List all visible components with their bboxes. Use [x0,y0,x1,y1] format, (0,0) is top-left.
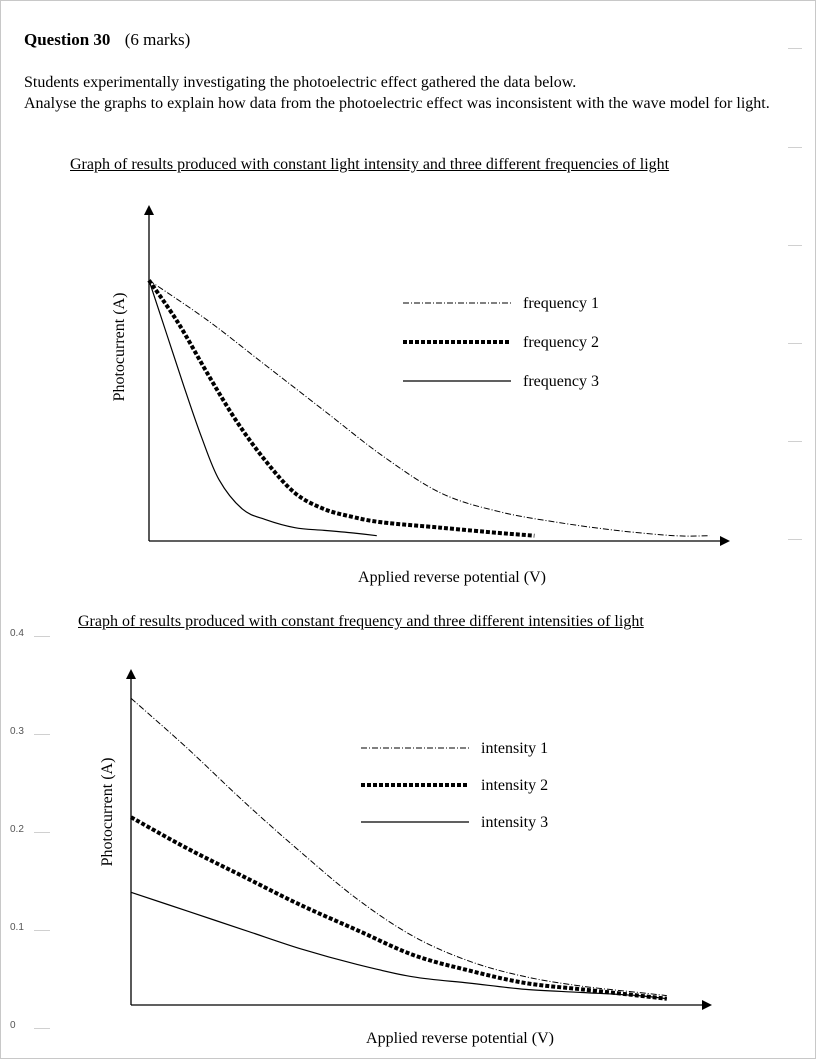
side-scale-label: 0.3 [10,726,24,737]
y-axis-arrow [144,205,154,215]
margin-tick [788,539,802,540]
x-axis-arrow [720,536,730,546]
side-scale-tick [34,930,50,931]
margin-tick [788,48,802,49]
chart-1-title: Graph of results produced with constant … [70,156,670,173]
intro-line-1: Students experimentally investigating th… [24,74,577,91]
chart-2: Photocurrent (A) Applied reverse potentia… [99,669,712,1047]
series-line-1 [130,697,667,997]
side-scale-tick [34,1028,50,1029]
legend-label-1: intensity 1 [481,740,548,757]
side-scale-label: 0.4 [10,628,24,639]
series-line-2 [130,815,668,1001]
x-axis-label: Applied reverse potential (V) [358,569,546,586]
margin-tick [788,343,802,344]
y-axis-label: Photocurrent (A) [111,293,128,402]
series-line-3 [148,280,377,537]
side-scale-tick [34,734,50,735]
side-scale-label: 0.1 [10,922,24,933]
side-scale-label: 0 [10,1020,16,1031]
legend-label-1: frequency 1 [523,295,599,312]
question-intro: Students experimentally investigating th… [24,72,784,114]
chart-1: Photocurrent (A) Applied reverse potentia… [111,205,730,586]
y-axis-label: Photocurrent (A) [99,758,116,867]
side-scale-tick [34,636,50,637]
series-line-2 [147,279,535,538]
legend-label-2: frequency 2 [523,334,599,351]
series-line-3 [130,891,667,1000]
margin-tick [788,147,802,148]
x-axis-arrow [702,1000,712,1010]
series-line-1 [148,279,710,537]
question-header: Question 30 (6 marks) [24,30,190,50]
margin-tick [788,245,802,246]
legend-label-3: intensity 3 [481,814,548,831]
x-axis-label: Applied reverse potential (V) [366,1030,554,1047]
question-marks: (6 marks) [124,30,191,49]
margin-tick [788,441,802,442]
side-scale-label: 0.2 [10,824,24,835]
intro-line-2: Analyse the graphs to explain how data f… [24,95,770,112]
y-axis-arrow [126,669,136,679]
legend-label-2: intensity 2 [481,777,548,794]
question-number: Question 30 [24,30,111,49]
chart-2-title: Graph of results produced with constant … [78,613,644,630]
side-scale-tick [34,832,50,833]
legend-label-3: frequency 3 [523,373,599,390]
